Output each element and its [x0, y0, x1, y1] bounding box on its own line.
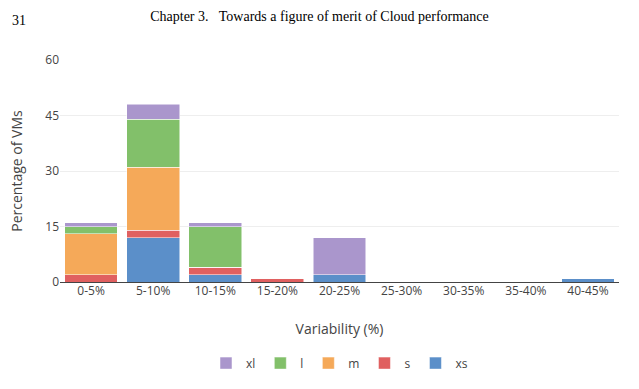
svg-text:15-20%: 15-20% — [257, 282, 298, 299]
svg-text:Variability (%): Variability (%) — [296, 319, 384, 338]
svg-text:31: 31 — [12, 13, 26, 28]
svg-text:60: 60 — [45, 51, 59, 68]
svg-text:m: m — [348, 355, 359, 372]
svg-text:45: 45 — [45, 107, 59, 124]
svg-text:20-25%: 20-25% — [319, 282, 360, 299]
svg-text:l: l — [300, 355, 303, 372]
svg-text:30-35%: 30-35% — [443, 282, 484, 299]
svg-text:35-40%: 35-40% — [505, 282, 546, 299]
svg-text:xl: xl — [246, 355, 255, 372]
svg-text:0-5%: 0-5% — [77, 282, 105, 299]
svg-text:5-10%: 5-10% — [136, 282, 170, 299]
svg-text:30: 30 — [45, 162, 59, 179]
svg-text:Percentage of VMs: Percentage of VMs — [7, 110, 26, 232]
svg-text:xs: xs — [455, 355, 467, 372]
svg-text:0: 0 — [52, 273, 59, 290]
svg-text:Chapter 3. Towards a figure: Chapter 3. Towards a figure of merit of … — [150, 9, 489, 24]
svg-text:s: s — [404, 355, 410, 372]
svg-text:10-15%: 10-15% — [195, 282, 236, 299]
svg-text:15: 15 — [45, 218, 59, 235]
svg-text:25-30%: 25-30% — [381, 282, 422, 299]
svg-text:40-45%: 40-45% — [567, 282, 608, 299]
